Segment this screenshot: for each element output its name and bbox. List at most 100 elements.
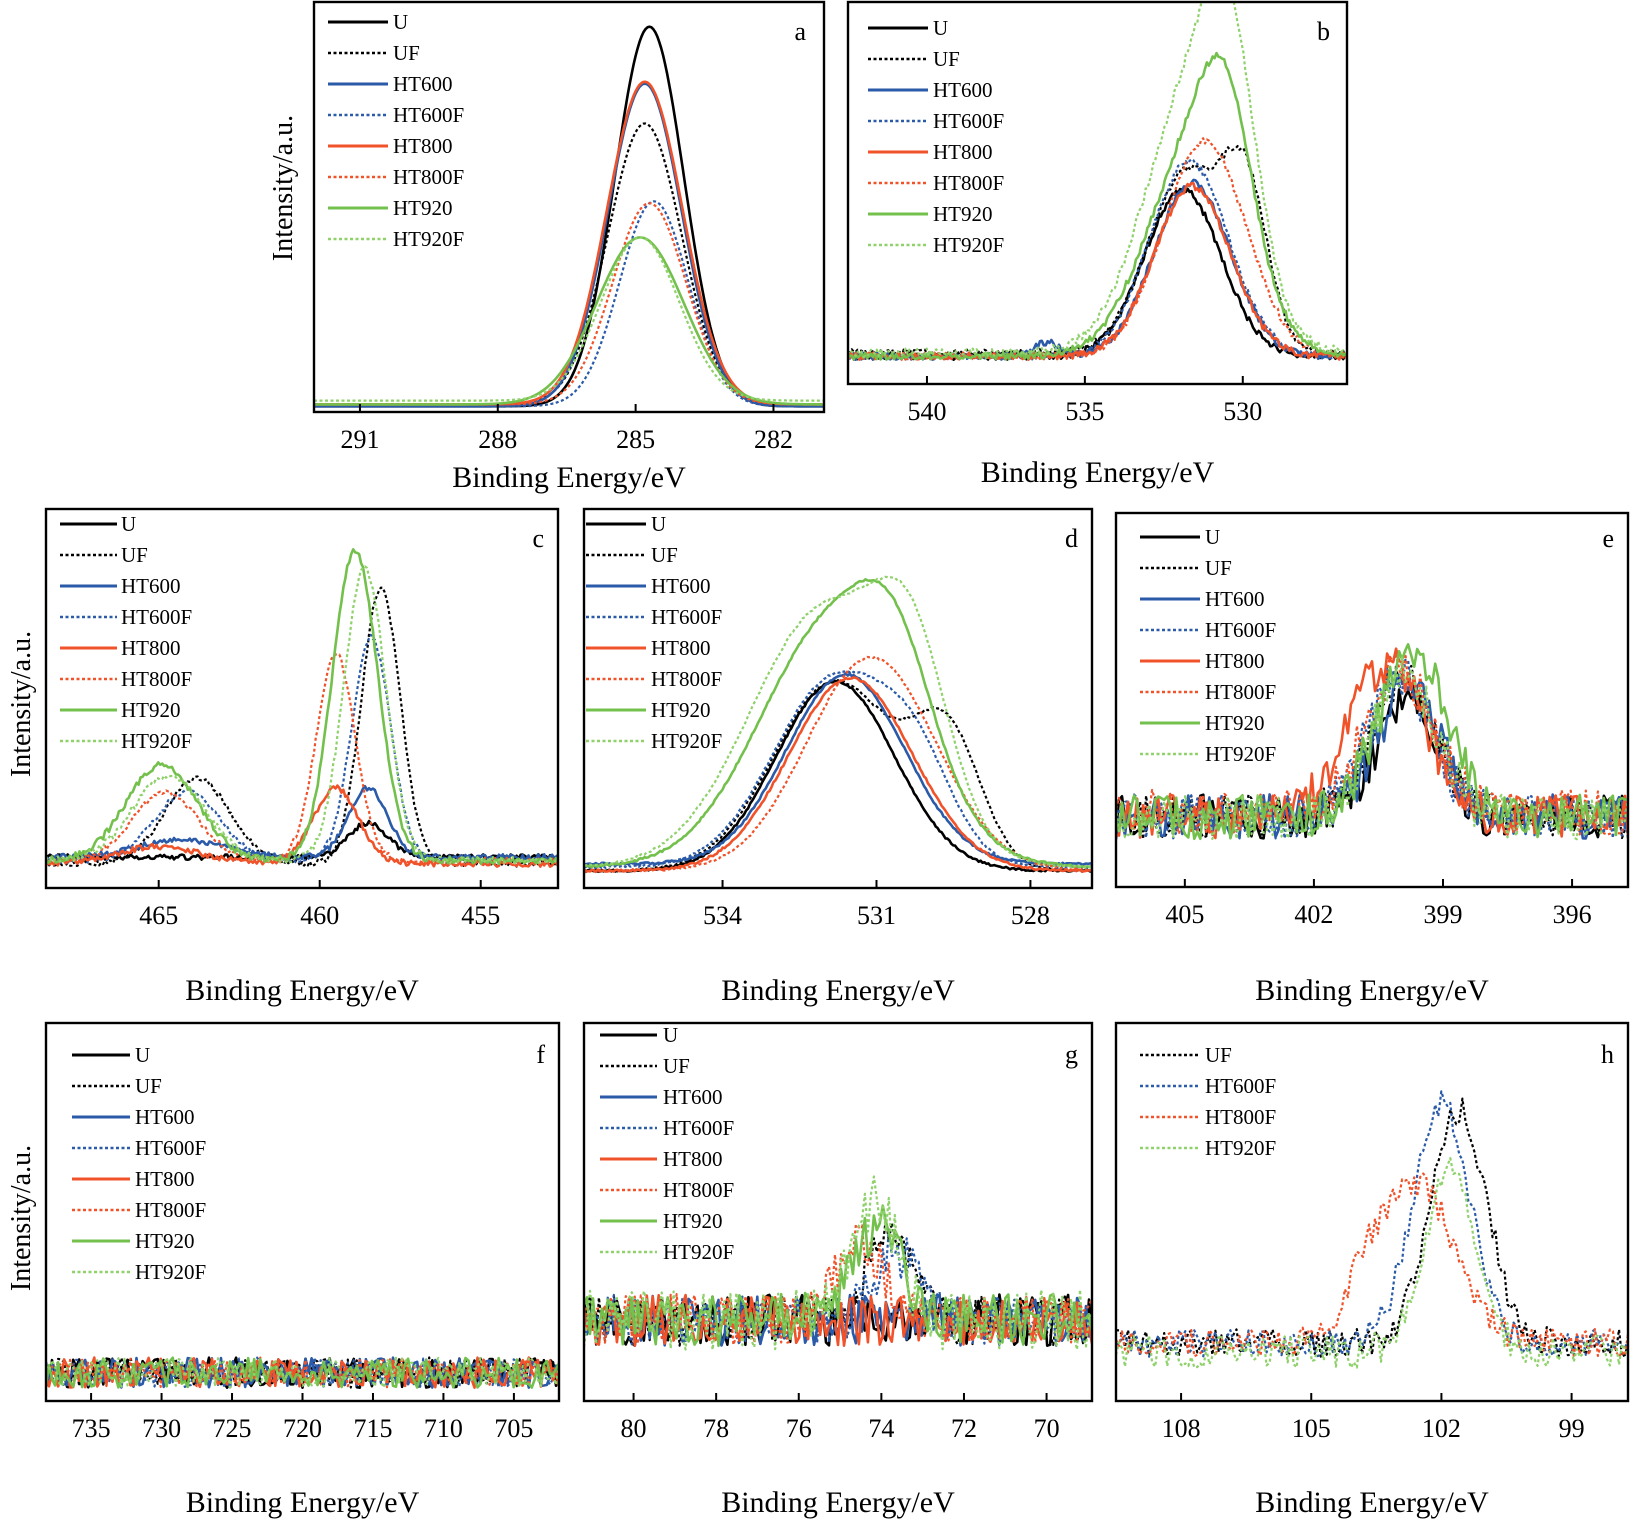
legend-label: HT920 — [651, 698, 711, 722]
series-line-ht920f — [1116, 656, 1628, 841]
legend-label: HT600F — [121, 605, 192, 629]
x-tick-label: 282 — [754, 425, 793, 454]
panel-h: 108 105 102 99 Binding Energy/eV h UF HT600F HT8… — [1114, 1021, 1630, 1519]
panel-g: 80 78 76 74 72 70 Binding Energy/eV g U UF HT600 HT… — [582, 1021, 1094, 1519]
legend-label: HT600 — [393, 72, 453, 96]
series-line-ht800 — [314, 80, 824, 406]
series-line-ht800f — [1116, 1172, 1628, 1358]
series-line-ht920 — [848, 51, 1347, 361]
y-axis-label: Intensity/a.u. — [6, 1145, 37, 1291]
legend-label: HT600F — [651, 605, 722, 629]
legend: U UF HT600 HT600F HT800 HT800F HT920 HT920F — [1140, 525, 1276, 766]
panel-d: 534 531 528 Binding Energy/eV d U UF HT600 HT600… — [582, 507, 1094, 1007]
legend: U UF HT600 HT600F HT800 HT800F HT920 HT920F — [586, 512, 722, 753]
legend-label: HT920F — [1205, 742, 1276, 766]
x-tick-label: 405 — [1165, 900, 1204, 929]
x-tick-label: 99 — [1559, 1414, 1585, 1443]
legend-label: HT920F — [651, 729, 722, 753]
panel-label: e — [1602, 524, 1614, 553]
legend-label: HT800F — [651, 667, 722, 691]
plot-frame — [1114, 1021, 1630, 1403]
series-line-ht800f — [46, 1356, 559, 1389]
legend-label: HT800 — [933, 140, 993, 164]
legend-label: HT920 — [135, 1229, 195, 1253]
plot-frame — [44, 1021, 561, 1403]
series-line-ht920f — [1116, 1157, 1628, 1369]
x-tick-label: 78 — [703, 1414, 729, 1443]
legend-label: UF — [1205, 1043, 1232, 1067]
plot-frame — [1114, 511, 1630, 889]
x-tick-label: 530 — [1223, 397, 1262, 426]
series-line-ht920f — [46, 1356, 559, 1389]
legend-label: HT600F — [663, 1116, 734, 1140]
legend-label: HT600 — [121, 574, 181, 598]
legend-label: HT920F — [663, 1240, 734, 1264]
x-axis-label: Binding Energy/eV — [185, 974, 419, 1007]
legend-label: HT600 — [933, 78, 993, 102]
x-tick-label: 540 — [907, 397, 946, 426]
panel-label: g — [1065, 1040, 1078, 1069]
legend-label: U — [663, 1023, 678, 1047]
x-tick-label: 534 — [703, 901, 742, 930]
y-axis-label: Intensity/a.u. — [268, 115, 299, 261]
x-tick-label: 70 — [1034, 1414, 1060, 1443]
panel-label: b — [1317, 17, 1330, 46]
legend-label: UF — [651, 543, 678, 567]
x-tick-label: 76 — [786, 1414, 812, 1443]
legend-label: HT920 — [393, 196, 453, 220]
x-tick-label: 528 — [1011, 901, 1050, 930]
series-line-ht800f — [584, 1223, 1092, 1346]
legend: U UF HT600 HT600F HT800 HT800F HT920 HT920F — [600, 1023, 734, 1264]
series-line-ht920f — [848, 2, 1347, 358]
series-line-uf — [46, 586, 558, 868]
x-tick-label: 105 — [1292, 1414, 1331, 1443]
legend-label: HT800 — [121, 636, 181, 660]
x-axis-label: Binding Energy/eV — [452, 461, 686, 494]
legend-label: HT600F — [933, 109, 1004, 133]
legend-label: HT600 — [651, 574, 711, 598]
series-group — [584, 1175, 1092, 1351]
legend-label: U — [651, 512, 666, 536]
legend-label: U — [393, 10, 408, 34]
y-axis-label: Intensity/a.u. — [6, 631, 37, 777]
legend-label: U — [1205, 525, 1220, 549]
x-tick-label: 735 — [72, 1414, 111, 1443]
x-tick-label: 710 — [424, 1414, 463, 1443]
legend-label: HT800F — [393, 165, 464, 189]
series-group — [1116, 1090, 1628, 1369]
x-axis-label: Binding Energy/eV — [981, 456, 1215, 489]
x-tick-label: 108 — [1162, 1414, 1201, 1443]
legend-label: UF — [393, 41, 420, 65]
series-group — [46, 1356, 559, 1389]
legend-label: U — [135, 1043, 150, 1067]
plot-frame — [582, 507, 1094, 890]
legend-label: HT800 — [1205, 649, 1265, 673]
x-tick-label: 460 — [300, 901, 339, 930]
legend-label: HT800 — [393, 134, 453, 158]
series-line-ht600f — [1116, 1090, 1628, 1358]
legend-label: HT920F — [121, 729, 192, 753]
legend-label: HT920F — [933, 233, 1004, 257]
legend-label: HT920 — [933, 202, 993, 226]
plot-frame — [312, 0, 826, 414]
series-line-ht800f — [584, 655, 1092, 873]
legend-label: HT600F — [135, 1136, 206, 1160]
legend-label: UF — [663, 1054, 690, 1078]
legend-label: HT800F — [1205, 1105, 1276, 1129]
legend-label: HT920 — [663, 1209, 723, 1233]
x-axis-label: Binding Energy/eV — [721, 974, 955, 1007]
x-tick-label: 725 — [213, 1414, 252, 1443]
series-group — [848, 2, 1347, 361]
legend-label: HT800 — [663, 1147, 723, 1171]
panel-b: 540 535 530 Binding Energy/eV b U UF HT600 HT600… — [846, 0, 1349, 489]
legend: U UF HT600 HT600F HT800 HT800F HT920 HT920F — [868, 16, 1004, 257]
series-line-uf — [848, 145, 1347, 358]
series-line-ht600f — [314, 200, 824, 408]
series-line-ht920 — [46, 548, 558, 866]
legend-label: U — [933, 16, 948, 40]
x-tick-label: 399 — [1423, 900, 1462, 929]
series-group — [584, 575, 1092, 874]
panel-e: 405 402 399 396 Binding Energy/eV e U UF HT600 HT… — [1114, 511, 1630, 1007]
plot-frame — [44, 507, 560, 890]
